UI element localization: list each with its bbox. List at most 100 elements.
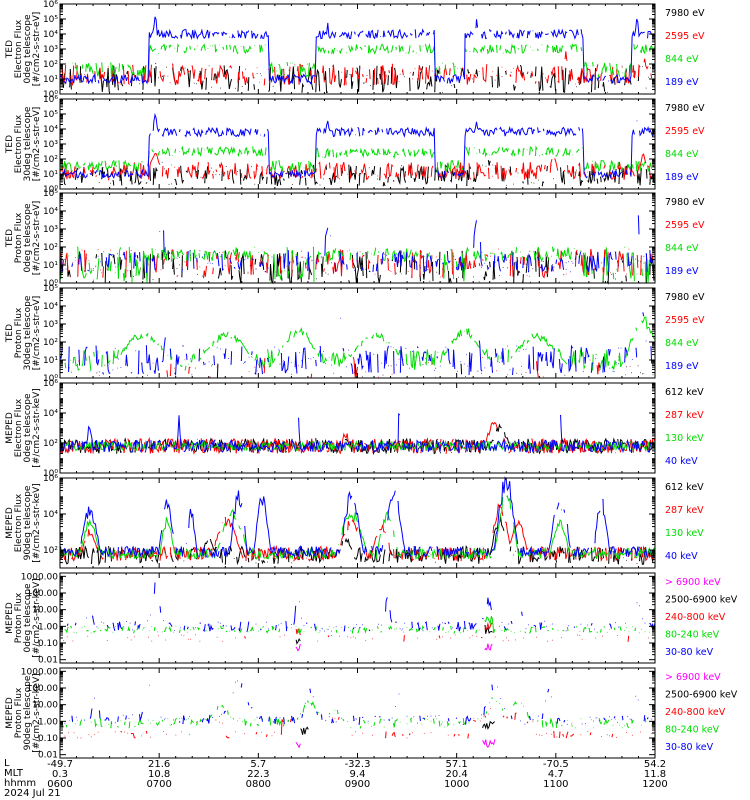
panel-2-series-2 (60, 152, 655, 181)
panel-1-ytick-1: 10⁰ (43, 90, 58, 100)
panel-8-series-5 (64, 680, 656, 725)
panel-5-legend-1: 612 keV (665, 387, 704, 398)
panel-3-series-4 (61, 215, 654, 273)
panel-1: 10⁰ 10¹ 10² 10³ 10⁴ 10⁵ 10⁶ TED Electron Flux 0de… (5, 0, 705, 100)
xaxis-mlt-value-4: 9.4 (350, 769, 366, 780)
panel-7-frame (59, 572, 656, 664)
panel-8-series-4 (61, 697, 654, 729)
panel-3-legend-4: 189 eV (665, 266, 699, 277)
panel-2: 10⁰ 10¹ 10² 10³ 10⁴ 10⁵ 10⁶ TED Electron Flux 30d… (5, 95, 705, 195)
xaxis-hhmm-value-1: 0600 (47, 779, 72, 790)
panel-8-ytick-2: 100.00 (27, 684, 59, 694)
xaxis-l-value-1: -49.7 (47, 759, 73, 770)
panel-4-ytick-3: 10² (43, 338, 58, 348)
panel-8-legend-3: 240-800 keV (665, 707, 726, 718)
panel-8-ylabel-2: Proton Flux (14, 687, 24, 738)
panel-7-legend-3: 240-800 keV (665, 612, 726, 623)
panel-6-ylabel-3: 90deg telescope (23, 485, 33, 560)
panel-8-ylabel-1: MEPED (5, 697, 15, 729)
panel-7-legend-4: 80-240 keV (665, 630, 720, 641)
panel-2-ytick-2: 10¹ (43, 170, 58, 180)
panel-5-legend-4: 40 keV (665, 456, 698, 467)
panel-1-ytick-2: 10¹ (43, 75, 58, 85)
panel-5-ytick-4: 10⁶ (43, 379, 58, 389)
panel-2-ytick-5: 10⁴ (43, 125, 58, 135)
panel-5-legend-3: 130 keV (665, 433, 704, 444)
panel-2-ytick-4: 10³ (43, 140, 58, 150)
panel-8-ytick-1: 1000.00 (21, 667, 58, 677)
panel-7-series-5 (66, 582, 656, 633)
panel-8-series-2 (300, 720, 496, 735)
panel-3-ytick-6: 10⁵ (43, 189, 58, 199)
panel-2-legend-2: 2595 eV (665, 126, 705, 137)
panel-1-legend-2: 2595 eV (665, 31, 705, 42)
panel-3-ytick-2: 10¹ (43, 261, 58, 271)
panel-5-ytick-2: 10² (43, 439, 58, 449)
panel-3-ylabel-3: 0deg telescope (23, 203, 33, 273)
panel-4-ylabel-3: 30deg telescope (23, 295, 33, 370)
panel-7-ytick-1: 1000.00 (21, 572, 58, 582)
panel-1-legend-4: 189 eV (665, 77, 699, 88)
panel-1-legend-1: 7980 eV (665, 8, 705, 19)
panel-8-legend-1: > 6900 keV (665, 672, 721, 683)
panel-6-legend-2: 287 keV (665, 505, 704, 516)
panel-6-ylabel-4: [#/cm2-s-str-keV] (32, 483, 42, 562)
panel-3-legend-2: 2595 eV (665, 220, 705, 231)
panel-4: 10⁰ 10¹ 10² 10³ 10⁴ 10⁵ TED Proton Flux 30deg te… (5, 284, 705, 384)
xaxis-mlt-value-3: 22.3 (247, 769, 269, 780)
panel-7-ylabel-1: MEPED (5, 602, 15, 634)
panel-4-ylabel-1: TED (5, 324, 15, 343)
panel-7-legend-5: 30-80 keV (665, 647, 714, 658)
panel-7-ylabel-2: Proton Flux (14, 592, 24, 643)
panel-8-legend-2: 2500-6900 keV (665, 690, 738, 701)
panel-7: 1000.00 100.00 10.00 1.00 0.10 0.01 MEPED Proto… (5, 572, 738, 665)
panel-3-frame (59, 192, 656, 284)
panel-5-ylabel-3: 0deg telescope (23, 393, 33, 463)
panel-5-ytick-1: 10⁰ (43, 469, 58, 479)
panel-5-legend-2: 287 keV (665, 410, 704, 421)
panel-5-ylabel-4: [#/cm2-s-str-keV] (32, 388, 42, 467)
xaxis-hhmm-value-4: 0900 (345, 779, 370, 790)
xaxis-mlt-value-2: 10.8 (148, 769, 170, 780)
panel-1-ylabel-2: Electron Flux (14, 19, 24, 78)
panel-3-ytick-4: 10³ (43, 225, 58, 235)
panel-1-ytick-6: 10⁵ (43, 15, 58, 25)
panel-2-ylabel-4: [#/cm2-s-str-eV] (32, 107, 42, 182)
panel-1-series-2 (61, 51, 656, 87)
xaxis-hhmm-value-5: 1000 (444, 779, 469, 790)
panel-3-ylabel-4: [#/cm2-s-str-eV] (32, 201, 42, 276)
panel-6-legend-4: 40 keV (665, 551, 698, 562)
panel-2-series-3 (60, 145, 656, 174)
xaxis-l-value-6: -70.5 (543, 759, 569, 770)
panel-6-ylabel-1: MEPED (5, 507, 15, 539)
panel-1-ytick-7: 10⁶ (43, 0, 58, 10)
panel-8-ylabel-4: [#/cm2-s-str-keV] (32, 673, 42, 752)
panel-1-series-1 (61, 65, 656, 94)
panel-1-ylabel-3: 0deg telescope (23, 14, 33, 84)
panel-7-ytick-3: 10.00 (32, 606, 58, 616)
panel-2-ylabel-2: Electron Flux (14, 114, 24, 173)
panel-8-series-3 (60, 708, 656, 739)
panel-4-series-4 (60, 312, 655, 377)
panel-4-ytick-1: 10⁰ (43, 374, 58, 384)
panel-7-legend-2: 2500-6900 keV (665, 595, 738, 606)
panel-3-legend-3: 844 eV (665, 243, 699, 254)
panel-2-ytick-7: 10⁶ (43, 95, 58, 105)
panel-3-ytick-3: 10² (43, 243, 58, 253)
panel-1-legend-3: 844 eV (665, 54, 699, 65)
xaxis-mlt-value-6: 4.7 (548, 769, 564, 780)
panel-6-ylabel-2: Electron Flux (14, 493, 24, 552)
panel-4-legend-2: 2595 eV (665, 315, 705, 326)
panel-7-series-3 (60, 622, 649, 642)
xaxis-mlt-value-1: 0.3 (52, 769, 68, 780)
panel-3-ylabel-1: TED (5, 229, 15, 248)
panel-1-ytick-5: 10⁴ (43, 30, 58, 40)
panel-4-series-3 (60, 316, 656, 371)
panel-8-ylabel-3: 90deg telescope (23, 675, 33, 750)
xaxis-l-value-2: 21.6 (148, 759, 170, 770)
panel-8-legend-5: 30-80 keV (665, 742, 714, 753)
panel-4-ytick-2: 10¹ (43, 356, 58, 366)
panel-8: 1000.00 100.00 10.00 1.00 0.10 0.01 MEPED Proto… (5, 667, 738, 760)
panel-4-ytick-5: 10⁴ (43, 302, 58, 312)
panel-3-legend-1: 7980 eV (665, 197, 705, 208)
